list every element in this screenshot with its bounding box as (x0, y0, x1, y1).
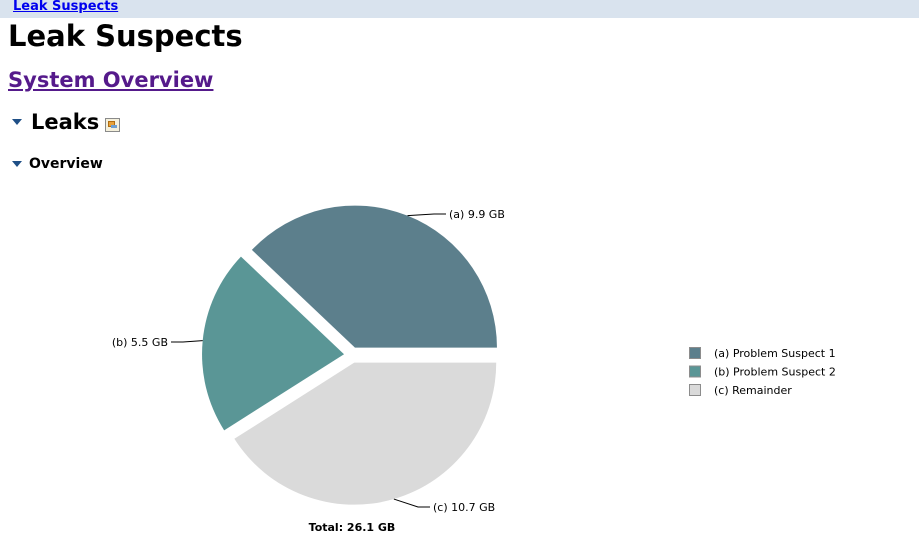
legend-swatch-a (689, 347, 701, 359)
data-label-b: (b) 5.5 GB (112, 336, 168, 349)
leaks-section-header: Leaks (12, 110, 121, 134)
breadcrumb-link-leak-suspects[interactable]: Leak Suspects (13, 0, 119, 14)
pie-slice-a (251, 205, 497, 348)
collapse-icon[interactable] (12, 161, 22, 167)
legend-swatch-b (689, 365, 701, 378)
leader-line-c (393, 498, 430, 508)
data-label-a: (a) 9.9 GB (449, 208, 505, 221)
data-label-c: (c) 10.7 GB (433, 501, 495, 514)
breadcrumb: Leak Suspects (0, 0, 919, 18)
pie-slice-b (202, 256, 345, 431)
leaks-section-title: Leaks (31, 110, 100, 134)
overview-section-title: Overview (29, 156, 103, 172)
legend-entry-b: (b) Problem Suspect 2 (714, 366, 836, 379)
legend-swatch-c (689, 384, 701, 396)
legend-entry-c: (c) Remainder (714, 384, 792, 397)
page-title: Leak Suspects (8, 19, 243, 53)
overview-section-header: Overview (12, 156, 103, 172)
leader-line-b (171, 340, 203, 343)
collapse-icon[interactable] (12, 119, 22, 125)
pie-slice-c (234, 362, 497, 505)
details-icon[interactable] (105, 118, 121, 132)
chart-total-label: Total: 26.1 GB (309, 521, 396, 534)
legend-entry-a: (a) Problem Suspect 1 (714, 347, 836, 360)
system-overview-link[interactable]: System Overview (8, 68, 214, 92)
leader-line-a (407, 213, 446, 217)
